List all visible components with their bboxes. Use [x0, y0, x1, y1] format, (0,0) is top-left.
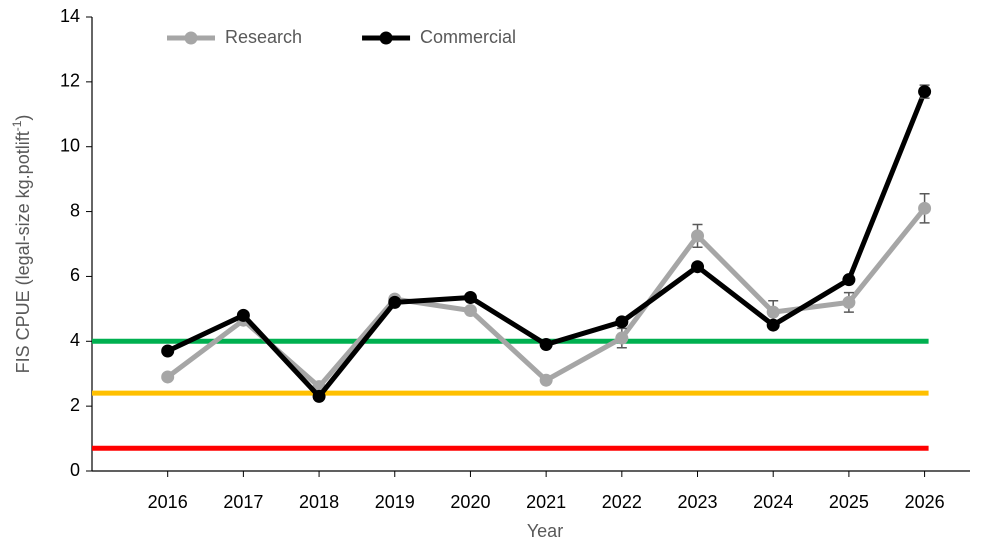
point — [388, 295, 402, 309]
y-tick-label: 8 — [70, 200, 80, 220]
y-tick-label: 4 — [70, 330, 80, 350]
series-line — [166, 206, 927, 390]
y-axis-title-sup: -1 — [10, 120, 24, 131]
y-tick-label: 12 — [60, 71, 80, 91]
y-axis-title-main: FIS CPUE (legal-size kg.potlift — [13, 131, 33, 373]
y-tick-label: 6 — [70, 265, 80, 285]
legend-marker — [184, 31, 198, 45]
legend-label: Commercial — [420, 27, 516, 47]
legend-marker — [379, 31, 393, 45]
point — [312, 389, 326, 403]
y-tick-label: 0 — [70, 460, 80, 480]
y-tick-label: 2 — [70, 395, 80, 415]
point — [615, 331, 629, 345]
y-axis-title: FIS CPUE (legal-size kg.potlift-1) — [10, 115, 33, 374]
point — [918, 201, 932, 215]
point — [463, 291, 477, 305]
point — [615, 315, 629, 329]
point — [842, 273, 856, 287]
point — [539, 373, 553, 387]
point — [918, 85, 932, 99]
y-tick-label: 14 — [60, 6, 80, 26]
x-tick-label: 2024 — [753, 492, 793, 512]
point — [766, 318, 780, 332]
x-tick-label: 2019 — [375, 492, 415, 512]
x-tick-label: 2018 — [299, 492, 339, 512]
x-tick-label: 2021 — [526, 492, 566, 512]
x-tick-label: 2017 — [223, 492, 263, 512]
point — [842, 295, 856, 309]
point — [463, 303, 477, 317]
point — [161, 370, 175, 384]
x-tick-label: 2026 — [905, 492, 945, 512]
point — [539, 338, 553, 352]
x-tick-label: 2016 — [148, 492, 188, 512]
x-tick-label: 2025 — [829, 492, 869, 512]
point — [236, 308, 250, 322]
point — [691, 229, 705, 243]
x-tick-label: 2022 — [602, 492, 642, 512]
legend-label: Research — [225, 27, 302, 47]
x-axis-title: Year — [527, 521, 563, 541]
y-axis-title-end: ) — [13, 115, 33, 121]
y-tick-label: 10 — [60, 135, 80, 155]
point — [766, 305, 780, 319]
x-tick-label: 2020 — [450, 492, 490, 512]
point — [691, 260, 705, 274]
point — [161, 344, 175, 358]
x-tick-label: 2023 — [677, 492, 717, 512]
